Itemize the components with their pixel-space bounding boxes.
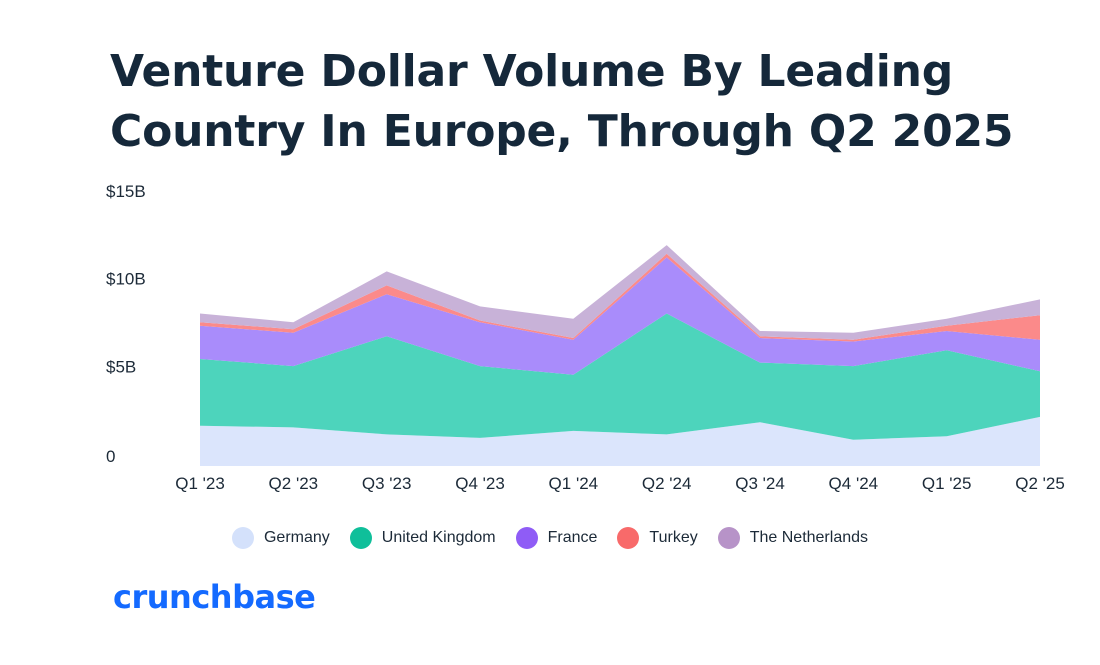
x-tick-label: Q2 '24 <box>642 474 692 493</box>
legend-label: France <box>547 529 598 546</box>
area-turkey <box>200 253 1040 342</box>
y-tick-label: $15B <box>106 182 146 201</box>
y-axis: 0 $5B $10B $15B <box>106 182 146 466</box>
legend-label: The Netherlands <box>749 529 869 546</box>
legend-item-united-kingdom: United Kingdom <box>349 527 496 549</box>
area-united-kingdom <box>200 313 1040 440</box>
y-tick-label: 0 <box>106 447 115 466</box>
legend-swatch <box>515 527 538 549</box>
x-tick-label: Q3 '23 <box>362 474 412 493</box>
legend-swatch <box>349 527 372 549</box>
legend-swatch <box>717 527 740 549</box>
x-tick-label: Q4 '23 <box>455 474 505 493</box>
legend-label: Turkey <box>649 529 698 546</box>
legend-label: United Kingdom <box>381 529 496 546</box>
x-tick-label: Q3 '24 <box>735 474 785 493</box>
legend-item-the-netherlands: The Netherlands <box>717 527 869 549</box>
legend-item-turkey: Turkey <box>617 527 698 549</box>
legend-label: Germany <box>263 529 330 546</box>
area-the-netherlands <box>200 245 1040 340</box>
chart-title: Venture Dollar Volume By Leading Country… <box>110 42 1050 162</box>
x-tick-label: Q1 '23 <box>175 474 225 493</box>
legend-swatch <box>231 527 254 549</box>
legend-item-germany: Germany <box>231 527 330 549</box>
legend-item-france: France <box>515 527 598 549</box>
area-germany <box>200 416 1040 466</box>
x-tick-label: Q4 '24 <box>829 474 879 493</box>
crunchbase-logo: crunchbase <box>113 578 316 616</box>
chart-title-line-2: Country In Europe, Through Q2 2025 <box>110 106 1014 157</box>
area-france <box>200 257 1040 375</box>
y-tick-label: $10B <box>106 270 146 289</box>
x-axis: Q1 '23 Q2 '23 Q3 '23 Q4 '23 Q1 '24 Q2 '24 Q3 '… <box>175 474 1065 493</box>
stacked-area-chart: 0$5B$10B$15B Q1 '23 Q2 '23 Q3 '23 Q4 '23 Q1 … <box>106 182 1065 493</box>
x-tick-label: Q1 '25 <box>922 474 972 493</box>
x-tick-label: Q2 '23 <box>269 474 319 493</box>
x-tick-label: Q1 '24 <box>549 474 599 493</box>
chart-legend: Germany United Kingdom France Turkey The Net… <box>0 526 1100 550</box>
area-series-group <box>200 245 1040 466</box>
x-tick-label: Q2 '25 <box>1015 474 1065 493</box>
chart-title-line-1: Venture Dollar Volume By Leading <box>110 46 954 97</box>
y-tick-label: $5B <box>106 357 136 376</box>
legend-swatch <box>617 527 640 549</box>
